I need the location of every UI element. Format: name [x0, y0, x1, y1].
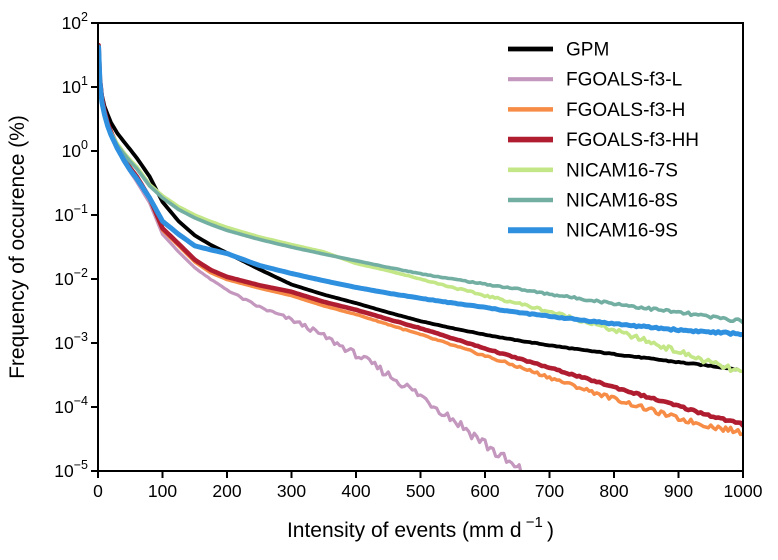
y-tick-base: 10 [54, 205, 74, 225]
legend: GPM FGOALS-f3-L FGOALS-f3-H FGOALS-f3-HH NIC… [508, 40, 699, 242]
x-tick-label: 100 [148, 481, 177, 501]
series-group [97, 42, 744, 472]
y-axis-label: Frequency of occurence (%) [6, 115, 29, 379]
legend-label-nicam16-9s: NICAM16-9S [566, 221, 678, 242]
series-line-nicam16-9s [97, 44, 744, 338]
y-tick-label: 10−2 [54, 266, 88, 289]
y-tick-base: 10 [62, 13, 82, 33]
legend-entry-fgoals-f3-h: FGOALS-f3-H [508, 100, 685, 121]
legend-entry-fgoals-f3-l: FGOALS-f3-L [508, 70, 682, 91]
series-line-nicam16-8s [97, 48, 744, 325]
x-tick-label: 400 [341, 481, 370, 501]
x-tick-label: 900 [664, 481, 693, 501]
series-line-fgoals-f3-l [97, 44, 523, 472]
y-tick-exponent: −5 [74, 458, 88, 472]
x-tick-label: 500 [406, 481, 435, 501]
legend-label-nicam16-8s: NICAM16-8S [566, 191, 678, 212]
y-tick-exponent: −4 [74, 394, 88, 408]
x-tick-label: 300 [277, 481, 306, 501]
x-tick-label: 700 [535, 481, 564, 501]
y-tick-exponent: 2 [81, 10, 88, 24]
y-tick-label: 10−3 [54, 330, 88, 353]
x-tick-label: 200 [212, 481, 241, 501]
y-tick-label: 100 [62, 138, 88, 161]
y-tick-label: 102 [62, 10, 88, 33]
x-tick-label: 0 [93, 481, 103, 501]
x-tick-label: 600 [470, 481, 499, 501]
x-tick-label: 800 [599, 481, 628, 501]
x-tick-label: 1000 [724, 481, 763, 501]
legend-entry-nicam16-8s: NICAM16-8S [508, 191, 678, 212]
legend-label-fgoals-f3-h: FGOALS-f3-H [566, 100, 685, 121]
y-tick-base: 10 [62, 77, 82, 97]
y-tick-base: 10 [54, 269, 74, 289]
x-axis-label-superscript: −1 [526, 514, 543, 531]
y-tick-label: 10−5 [54, 458, 88, 481]
series-line-gpm [97, 50, 739, 372]
legend-label-fgoals-f3-l: FGOALS-f3-L [566, 70, 682, 91]
y-tick-label: 10−1 [54, 202, 88, 225]
legend-label-nicam16-7s: NICAM16-7S [566, 160, 678, 181]
y-tick-label: 101 [62, 74, 88, 97]
y-tick-exponent: −3 [74, 330, 88, 344]
legend-entry-gpm: GPM [508, 40, 609, 61]
y-tick-exponent: −1 [74, 202, 88, 216]
y-tick-base: 10 [62, 141, 82, 161]
x-axis-label-suffix: ) [543, 519, 554, 542]
legend-entry-fgoals-f3-hh: FGOALS-f3-HH [508, 130, 699, 151]
y-tick-base: 10 [54, 333, 74, 353]
y-tick-label: 10−4 [54, 394, 88, 417]
y-tick-base: 10 [54, 461, 74, 481]
x-axis-label-main: Intensity of events (mm d [287, 519, 526, 542]
legend-entry-nicam16-9s: NICAM16-9S [508, 221, 678, 242]
x-axis-label: Intensity of events (mm d −1 ) [287, 514, 554, 542]
legend-label-gpm: GPM [566, 40, 609, 61]
legend-entry-nicam16-7s: NICAM16-7S [508, 160, 678, 181]
series-line-fgoals-f3-hh [97, 42, 744, 428]
y-tick-exponent: 0 [81, 138, 88, 152]
y-tick-base: 10 [54, 397, 74, 417]
legend-label-fgoals-f3-hh: FGOALS-f3-HH [566, 130, 699, 151]
y-tick-exponent: 1 [81, 74, 88, 88]
y-tick-exponent: −2 [74, 266, 88, 280]
series-line-nicam16-7s [97, 48, 744, 374]
